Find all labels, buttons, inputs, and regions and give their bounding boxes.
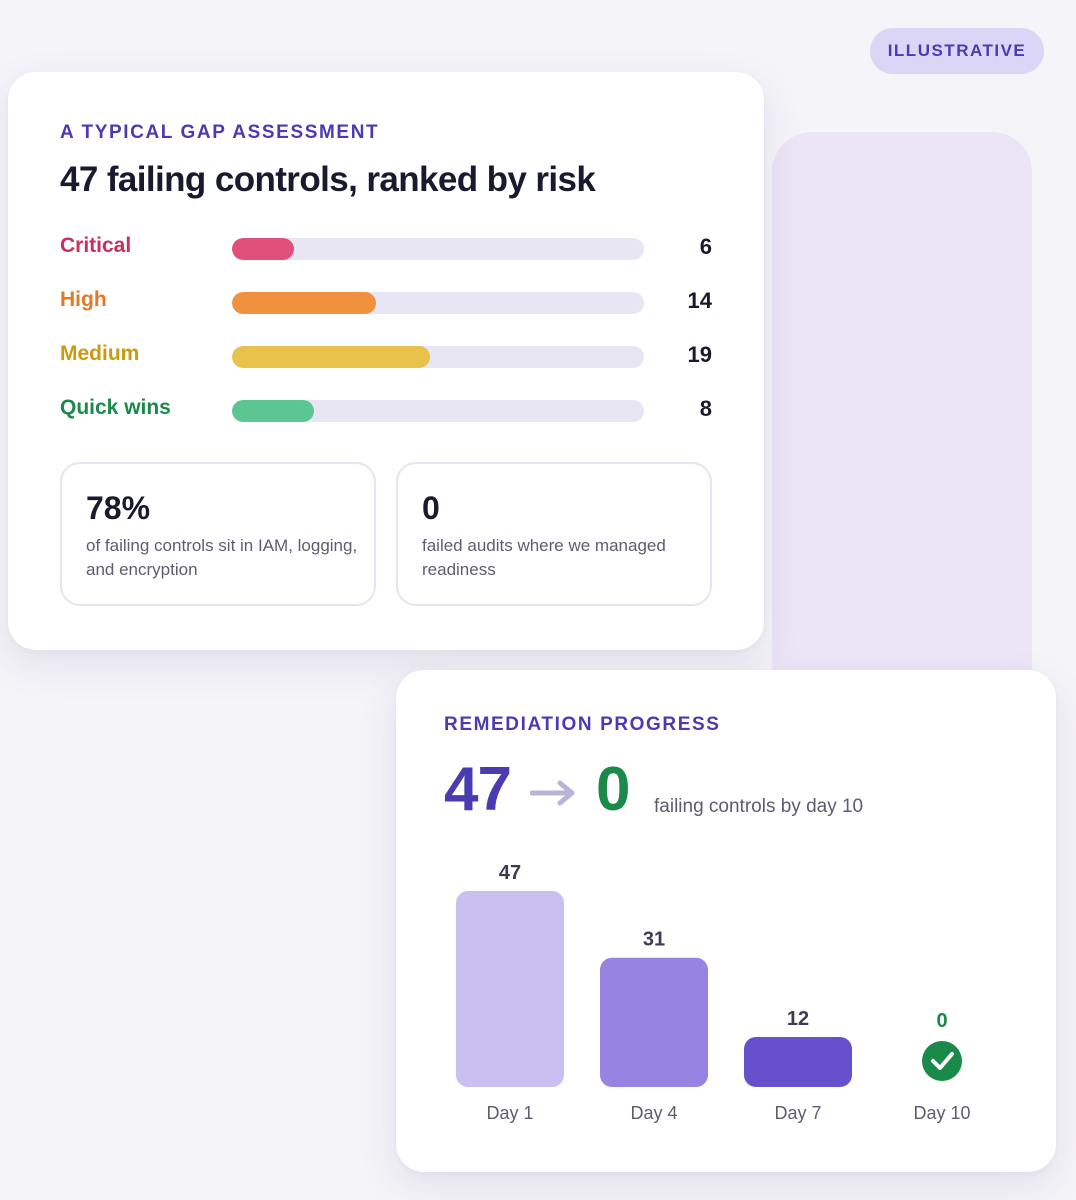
risk-bar-track [232, 400, 644, 422]
risk-bar-track [232, 292, 644, 314]
headline-caption: failing controls by day 10 [654, 796, 864, 817]
stat-value: 78% [86, 490, 151, 526]
bar-value-label: 0 [936, 1010, 947, 1032]
chart-bar [456, 891, 564, 1087]
risk-row-high: High 14 [60, 280, 712, 334]
stat-card-audits: 0 failed audits where we managed readine… [396, 462, 712, 606]
risk-bar-track [232, 346, 644, 368]
risk-bar-track [232, 238, 644, 260]
category-label: Day 7 [774, 1103, 821, 1123]
gap-title: 47 failing controls, ranked by risk [60, 160, 596, 199]
stat-description: of failing controls sit in IAM, logging,… [86, 536, 358, 579]
risk-count: 19 [687, 342, 712, 367]
headline-from-value: 47 [444, 755, 512, 824]
risk-label: Critical [60, 234, 132, 257]
background-panel [772, 132, 1032, 732]
risk-row-critical: Critical 6 [60, 226, 712, 280]
risk-rows: Critical 6 High 14 Medium 19 Quick wins [60, 226, 712, 442]
stat-card-iam: 78% of failing controls sit in IAM, logg… [60, 462, 376, 606]
stat-value: 0 [422, 490, 440, 526]
gap-assessment-card: A TYPICAL GAP ASSESSMENT 47 failing cont… [8, 72, 764, 650]
bar-value-label: 47 [499, 862, 521, 884]
risk-row-medium: Medium 19 [60, 334, 712, 388]
category-label: Day 10 [913, 1103, 970, 1123]
remediation-eyebrow: REMEDIATION PROGRESS [444, 714, 721, 735]
risk-bar-fill [232, 400, 315, 422]
bar-value-label: 12 [787, 1008, 809, 1030]
bar-value-label: 31 [643, 929, 665, 951]
headline-to-value: 0 [596, 755, 631, 824]
remediation-card: REMEDIATION PROGRESS 47 0 failing contro… [396, 670, 1056, 1172]
gap-eyebrow: A TYPICAL GAP ASSESSMENT [60, 122, 380, 143]
risk-count: 14 [687, 288, 712, 313]
risk-label: Quick wins [60, 396, 171, 419]
stat-description: failed audits where we managed readiness [422, 536, 666, 579]
category-label: Day 4 [630, 1103, 677, 1123]
risk-count: 8 [699, 396, 712, 421]
risk-bar-fill [232, 238, 294, 260]
risk-label: High [60, 288, 107, 311]
arrow-right-icon [530, 780, 575, 806]
risk-label: Medium [60, 342, 140, 365]
illustrative-badge: ILLUSTRATIVE [870, 28, 1044, 74]
risk-count: 6 [699, 234, 712, 259]
chart-bar [600, 957, 708, 1087]
check-circle-icon [922, 1041, 962, 1081]
risk-bar-fill [232, 292, 377, 314]
remediation-bar-chart: 47 Day 1 31 Day 4 12 Day 7 0 Day 10 [456, 862, 971, 1123]
category-label: Day 1 [486, 1103, 533, 1123]
risk-bar-fill [232, 346, 430, 368]
risk-row-quick-wins: Quick wins 8 [60, 388, 712, 442]
remediation-headline: 47 0 failing controls by day 10 [444, 754, 1024, 824]
chart-bar [744, 1036, 852, 1087]
